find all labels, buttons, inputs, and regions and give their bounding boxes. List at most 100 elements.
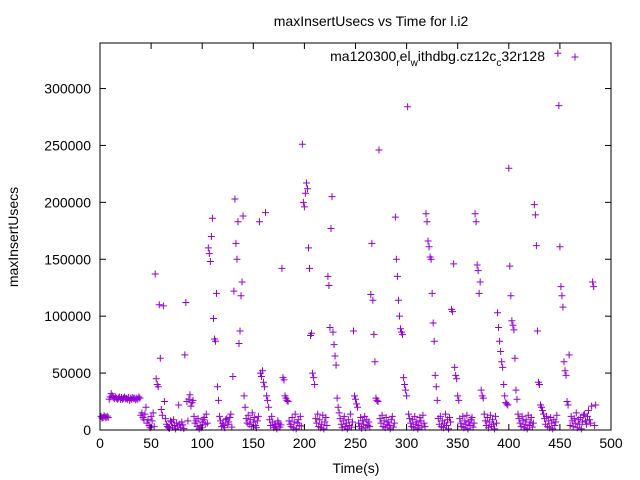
data-point — [496, 337, 504, 345]
data-point — [280, 376, 288, 384]
data-point — [232, 239, 240, 247]
data-point — [493, 419, 501, 427]
data-point — [234, 218, 242, 226]
data-point — [329, 328, 337, 336]
data-point — [571, 419, 579, 427]
data-point — [241, 403, 249, 411]
data-point — [479, 394, 487, 402]
data-point — [561, 367, 569, 375]
data-point — [390, 419, 398, 427]
data-point — [471, 210, 479, 218]
data-point — [570, 415, 578, 423]
data-point — [327, 225, 335, 233]
data-point — [387, 416, 395, 424]
data-point — [239, 212, 247, 220]
data-point — [392, 255, 400, 263]
data-point — [349, 327, 357, 335]
data-point — [187, 402, 195, 410]
data-point — [335, 409, 343, 417]
data-point — [400, 374, 408, 382]
data-point — [236, 327, 244, 335]
data-point — [215, 396, 223, 404]
data-point — [586, 416, 594, 424]
data-point — [181, 351, 189, 359]
data-point — [209, 314, 217, 322]
data-point — [173, 419, 181, 427]
data-point — [296, 412, 304, 420]
data-point — [556, 243, 564, 251]
x-tick-label: 500 — [599, 435, 623, 451]
data-point — [512, 386, 520, 394]
data-point — [488, 416, 496, 424]
data-point — [261, 383, 269, 391]
y-tick-label: 150000 — [44, 251, 91, 267]
legend-name-part: ithdbg.cz12c — [418, 48, 497, 64]
y-tick-label: 50000 — [52, 365, 91, 381]
data-point — [529, 419, 537, 427]
data-point — [532, 242, 540, 250]
data-point — [309, 369, 317, 377]
data-point — [566, 421, 574, 429]
data-point — [490, 425, 498, 433]
data-point — [277, 421, 285, 429]
legend-plus-marker — [571, 53, 579, 61]
data-point — [480, 410, 488, 418]
data-point — [427, 255, 435, 263]
data-point — [265, 403, 273, 411]
data-point — [285, 417, 293, 425]
data-point — [306, 264, 314, 272]
data-point — [207, 233, 215, 240]
data-point — [497, 347, 505, 355]
x-tick-label: 400 — [497, 435, 521, 451]
data-point — [422, 210, 430, 218]
x-tick-label: 450 — [548, 435, 572, 451]
data-point — [359, 417, 367, 425]
x-axis-label: Time(s) — [333, 460, 380, 476]
data-point — [375, 146, 383, 154]
data-point — [316, 416, 324, 424]
data-point — [582, 420, 590, 428]
data-point — [421, 423, 429, 431]
data-point — [396, 325, 404, 333]
data-point — [559, 303, 567, 311]
data-point — [535, 380, 543, 388]
data-point — [562, 371, 570, 379]
data-point — [358, 424, 366, 432]
data-point — [405, 410, 413, 418]
data-point — [180, 425, 188, 433]
data-point — [509, 321, 517, 329]
data-point — [194, 415, 202, 423]
data-point — [555, 102, 563, 110]
data-point — [477, 386, 485, 394]
data-point — [424, 237, 432, 245]
data-point — [572, 409, 580, 417]
data-point — [214, 383, 222, 391]
data-point — [522, 416, 530, 424]
data-point — [560, 358, 568, 366]
data-point — [299, 198, 307, 206]
data-point — [538, 403, 546, 411]
data-point — [160, 398, 168, 406]
data-point — [499, 363, 507, 371]
data-point — [507, 292, 515, 300]
legend-series-name: ma120300relwithdbg.cz12cc32r128 — [330, 48, 545, 69]
data-point — [423, 218, 431, 226]
data-point — [314, 410, 322, 418]
data-point — [588, 402, 596, 410]
data-point — [505, 164, 513, 172]
data-point — [312, 415, 320, 423]
data-point — [268, 412, 276, 420]
data-point — [401, 380, 409, 388]
data-point — [454, 392, 462, 400]
data-point — [378, 411, 386, 419]
legend-name-part: 32r128 — [501, 48, 545, 64]
data-point — [389, 423, 397, 431]
y-tick-label: 100000 — [44, 308, 91, 324]
data-point — [298, 140, 306, 148]
data-point — [500, 380, 508, 388]
data-point — [340, 412, 348, 420]
data-point — [244, 411, 252, 419]
data-point — [394, 296, 402, 304]
data-point — [425, 243, 433, 251]
